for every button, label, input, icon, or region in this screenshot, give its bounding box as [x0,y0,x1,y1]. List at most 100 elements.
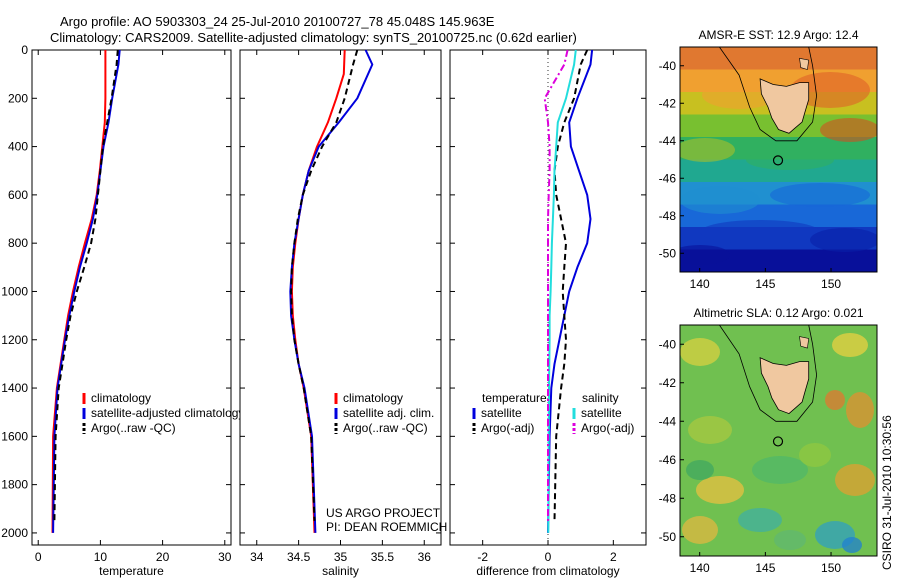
sla-blob [774,530,806,550]
legend-label: Argo(-adj) [481,421,534,435]
map-panel-1: AMSR-E SST: 12.9 Argo: 12.4 140 145 150 -40 -… [659,28,878,291]
legend-group-title: salinity [582,391,619,405]
float-position-marker [772,436,784,447]
y-tick-label: 1200 [1,333,28,347]
map-y-tick-label: -44 [659,414,677,428]
sla-blob [696,476,744,504]
sla-blob [752,456,808,484]
map-y-tick-label: -44 [659,134,677,148]
x-tick-label: 35 [334,550,348,564]
plot-frame [239,49,442,546]
map-panel-2: Altimetric SLA: 0.12 Argo: 0.021 140 145 15… [659,306,878,575]
legend-label: climatology [343,391,403,405]
x-axis-label: difference from climatology [476,564,619,578]
sst-blob [702,81,778,109]
sla-blob [832,333,868,357]
sst-band [680,47,877,71]
legend-label: Argo(..raw -QC) [91,421,176,435]
legend-label: Argo(..raw -QC) [343,421,428,435]
island-land [799,57,810,70]
sla-blob [825,390,845,410]
island-land [799,336,810,349]
legend-label: satellite adj. clim. [343,406,434,420]
map-x-tick-label: 145 [755,277,775,291]
y-tick-label: 1400 [1,381,28,395]
series-line-satellite-adjusted-climatology [52,49,121,533]
sst-band [680,159,877,183]
sla-blob [846,392,874,428]
map-title: Altimetric SLA: 0.12 Argo: 0.021 [693,306,863,320]
x-tick-label: -2 [477,550,488,564]
tasmania-land [759,357,810,415]
map-y-tick-label: -42 [659,96,677,110]
shelf-contour [719,47,818,142]
series-line-argo-raw-qc- [53,49,119,521]
x-tick-label: 0 [545,550,552,564]
profile-panel-2: 34 34.5 35 35.5 36 salinity climatologysatelli… [239,49,442,578]
map-y-tick-label: -40 [659,59,677,73]
sst-blob [680,138,735,162]
legend-label: satellite-adjusted climatology [91,406,244,420]
legend-group-title: temperature [482,391,547,405]
map-x-tick-label: 150 [821,277,841,291]
sla-blob [799,443,831,467]
x-axis-label: temperature [99,564,164,578]
map-y-tick-label: -48 [659,209,677,223]
x-tick-label: 20 [156,550,170,564]
x-tick-label: 36 [418,550,432,564]
figure-title-line1: Argo profile: AO 5903303_24 25-Jul-2010 … [60,14,495,29]
map-x-tick-label: 145 [755,561,775,575]
x-tick-label: 10 [94,550,108,564]
map-y-tick-label: -50 [659,246,677,260]
map-frame [679,324,878,557]
x-axis-label: salinity [322,564,359,578]
map-frame [679,46,878,273]
legend-label: Argo(-adj) [581,421,634,435]
legend-label: satellite [481,406,522,420]
map-y-tick-label: -50 [659,530,677,544]
sla-blob [682,516,718,544]
plot-frame [31,49,232,546]
map-field [680,325,877,556]
y-tick-label: 0 [21,43,28,57]
sst-blob [700,220,820,244]
sla-blob [688,416,732,444]
sla-blob [680,338,720,366]
x-tick-label: 2 [610,550,617,564]
sst-blob [680,186,760,214]
sla-blob [835,464,875,496]
y-tick-label: 2000 [1,526,28,540]
map-y-tick-label: -46 [659,171,677,185]
y-tick-label: 1000 [1,284,28,298]
map-y-tick-label: -48 [659,491,677,505]
sla-blob [686,460,714,480]
map-x-tick-label: 150 [821,561,841,575]
float-position-marker [772,155,784,166]
legend-label: satellite [581,406,622,420]
legend-label: climatology [91,391,151,405]
map-y-tick-label: -40 [659,337,677,351]
map-x-tick-label: 140 [690,561,710,575]
series-line-argo-raw-qc- [290,49,359,521]
project-credit: US ARGO PROJECT [326,506,441,520]
map-y-tick-label: -46 [659,453,677,467]
sst-blob [820,118,877,142]
y-tick-label: 1800 [1,478,28,492]
x-tick-label: 35.5 [371,550,395,564]
x-tick-label: 30 [218,550,232,564]
sla-blob [738,508,782,532]
pi-credit: PI: DEAN ROEMMICH [326,520,447,534]
sla-blob [842,537,862,553]
y-tick-label: 200 [8,91,28,105]
series-line-temperature-satellite [547,49,594,533]
y-tick-label: 1600 [1,429,28,443]
map-title: AMSR-E SST: 12.9 Argo: 12.4 [698,28,858,42]
sst-blob [770,183,870,207]
map-x-tick-label: 140 [690,277,710,291]
sst-blob [746,150,834,170]
x-tick-label: 34 [250,550,264,564]
series-line-salinity-argo-adj- [543,49,569,521]
sst-blob [810,228,877,252]
